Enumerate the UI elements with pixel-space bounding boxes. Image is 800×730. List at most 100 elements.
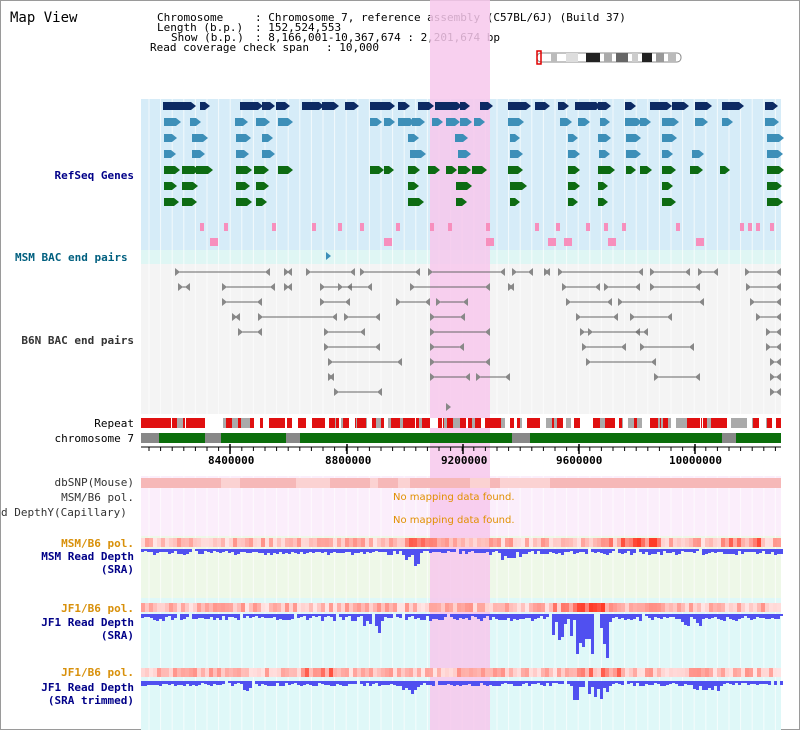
no-data-message-2: No mapping data found. bbox=[393, 515, 515, 526]
read-depth-bar bbox=[573, 549, 576, 554]
polymorphism-cell bbox=[453, 603, 457, 612]
polymorphism-cell bbox=[601, 668, 605, 677]
read-depth-bar bbox=[747, 549, 750, 552]
polymorphism-cell bbox=[673, 668, 677, 677]
read-depth-bar bbox=[510, 614, 513, 621]
track-label-jf1-read-depth[interactable]: JF1 Read Depth bbox=[41, 616, 134, 629]
read-depth-bar bbox=[225, 614, 228, 620]
read-depth-bar bbox=[204, 681, 207, 684]
gene-feature bbox=[236, 150, 244, 158]
bac-end bbox=[350, 268, 355, 276]
polymorphism-cell bbox=[397, 603, 401, 612]
track-label-msm-b6-pol-1[interactable]: MSM/B6 pol. bbox=[61, 491, 134, 504]
track-label-jf1-b6-pol-2[interactable]: JF1/B6 pol. bbox=[61, 666, 134, 679]
read-depth-bar bbox=[426, 549, 429, 551]
read-depth-bar bbox=[750, 614, 753, 620]
polymorphism-cell bbox=[565, 538, 569, 547]
read-depth-bar bbox=[525, 681, 528, 683]
track-label-read-depth-capillary[interactable]: d DepthY(Capillary) bbox=[1, 506, 127, 519]
read-depth-bar bbox=[486, 681, 489, 686]
read-depth-bar bbox=[735, 549, 738, 555]
read-depth-bar bbox=[375, 549, 378, 551]
polymorphism-cell bbox=[265, 603, 269, 612]
gene-arrow bbox=[334, 102, 339, 110]
polymorphism-cell bbox=[253, 603, 257, 612]
gene-arrow bbox=[567, 118, 572, 126]
read-depth-bar bbox=[720, 681, 723, 686]
gene-arrow bbox=[606, 134, 611, 142]
read-depth-bar bbox=[591, 614, 594, 654]
polymorphism-cell bbox=[413, 668, 417, 677]
repeat-block bbox=[403, 418, 409, 428]
read-depth-bar bbox=[582, 549, 585, 552]
read-depth-bar bbox=[228, 549, 231, 553]
repeat-block bbox=[546, 418, 552, 428]
track-label-msm-bac[interactable]: MSM BAC end pairs bbox=[15, 251, 128, 264]
read-depth-bar bbox=[780, 681, 783, 685]
read-depth-bar bbox=[501, 549, 504, 560]
repeat-block bbox=[238, 418, 241, 428]
gene-feature bbox=[164, 166, 175, 174]
ideogram-band bbox=[668, 53, 676, 62]
gene-arrow bbox=[243, 118, 248, 126]
read-depth-bar bbox=[390, 549, 393, 555]
polymorphism-cell bbox=[337, 603, 341, 612]
read-depth-bar bbox=[279, 681, 282, 686]
read-depth-bar bbox=[234, 681, 237, 684]
track-label-msm-read-depth[interactable]: MSM Read Depth bbox=[41, 550, 134, 563]
track-label-refseq[interactable]: RefSeq Genes bbox=[54, 169, 134, 182]
read-depth-bar bbox=[147, 549, 150, 552]
read-depth-bar bbox=[468, 549, 471, 552]
polymorphism-cell bbox=[597, 603, 601, 612]
read-depth-bar bbox=[405, 549, 408, 560]
bac-end bbox=[776, 268, 781, 276]
polymorphism-cell bbox=[301, 668, 305, 677]
repeat-block bbox=[416, 418, 418, 428]
read-depth-bar bbox=[621, 614, 624, 618]
polymorphism-cell bbox=[569, 603, 573, 612]
repeat-block bbox=[663, 418, 668, 428]
read-depth-bar bbox=[159, 614, 162, 619]
read-depth-bar bbox=[327, 549, 330, 555]
gene-arrow bbox=[467, 182, 472, 190]
repeat-block bbox=[766, 418, 767, 428]
read-depth-bar bbox=[729, 549, 732, 554]
gene-arrow bbox=[480, 118, 485, 126]
track-label-jf1-b6-pol-1[interactable]: JF1/B6 pol. bbox=[61, 602, 134, 615]
polymorphism-cell bbox=[725, 668, 729, 677]
repeat-block bbox=[671, 418, 676, 428]
repeat-block bbox=[606, 418, 608, 428]
read-depth-bar bbox=[771, 614, 774, 618]
repeat-block bbox=[141, 418, 147, 428]
read-depth-bar bbox=[219, 614, 222, 620]
polymorphism-cell bbox=[517, 668, 521, 677]
read-depth-bar bbox=[573, 614, 576, 620]
polymorphism-cell bbox=[493, 668, 497, 677]
gene-arrow bbox=[631, 102, 636, 110]
bac-end bbox=[459, 343, 464, 351]
track-label-msm-b6-pol-2[interactable]: MSM/B6 pol. bbox=[61, 537, 134, 550]
read-depth-bar bbox=[366, 549, 369, 552]
track-label-dbsnp[interactable]: dbSNP(Mouse) bbox=[54, 476, 134, 489]
read-depth-bar bbox=[681, 614, 684, 622]
polymorphism-cell bbox=[405, 603, 409, 612]
repeat-block bbox=[276, 418, 278, 428]
read-depth-bar bbox=[711, 681, 714, 690]
read-depth-bar bbox=[756, 614, 759, 617]
polymorphism-cell bbox=[189, 603, 193, 612]
gene-arrow bbox=[377, 118, 382, 126]
repeat-block bbox=[700, 418, 701, 428]
read-depth-bar bbox=[306, 614, 309, 620]
track-label-jf1-read-depth-2[interactable]: JF1 Read Depth bbox=[41, 681, 134, 694]
polymorphism-cell bbox=[365, 538, 369, 547]
repeat-block bbox=[619, 418, 621, 428]
read-depth-bar bbox=[564, 549, 567, 552]
repeat-block bbox=[355, 418, 356, 428]
read-depth-bar bbox=[201, 681, 204, 683]
track-label-b6n-bac[interactable]: B6N BAC end pairs bbox=[21, 334, 134, 347]
gene-arrow bbox=[258, 102, 263, 110]
polymorphism-cell bbox=[217, 603, 221, 612]
bac-end bbox=[485, 328, 490, 336]
repeat-block bbox=[384, 418, 388, 428]
